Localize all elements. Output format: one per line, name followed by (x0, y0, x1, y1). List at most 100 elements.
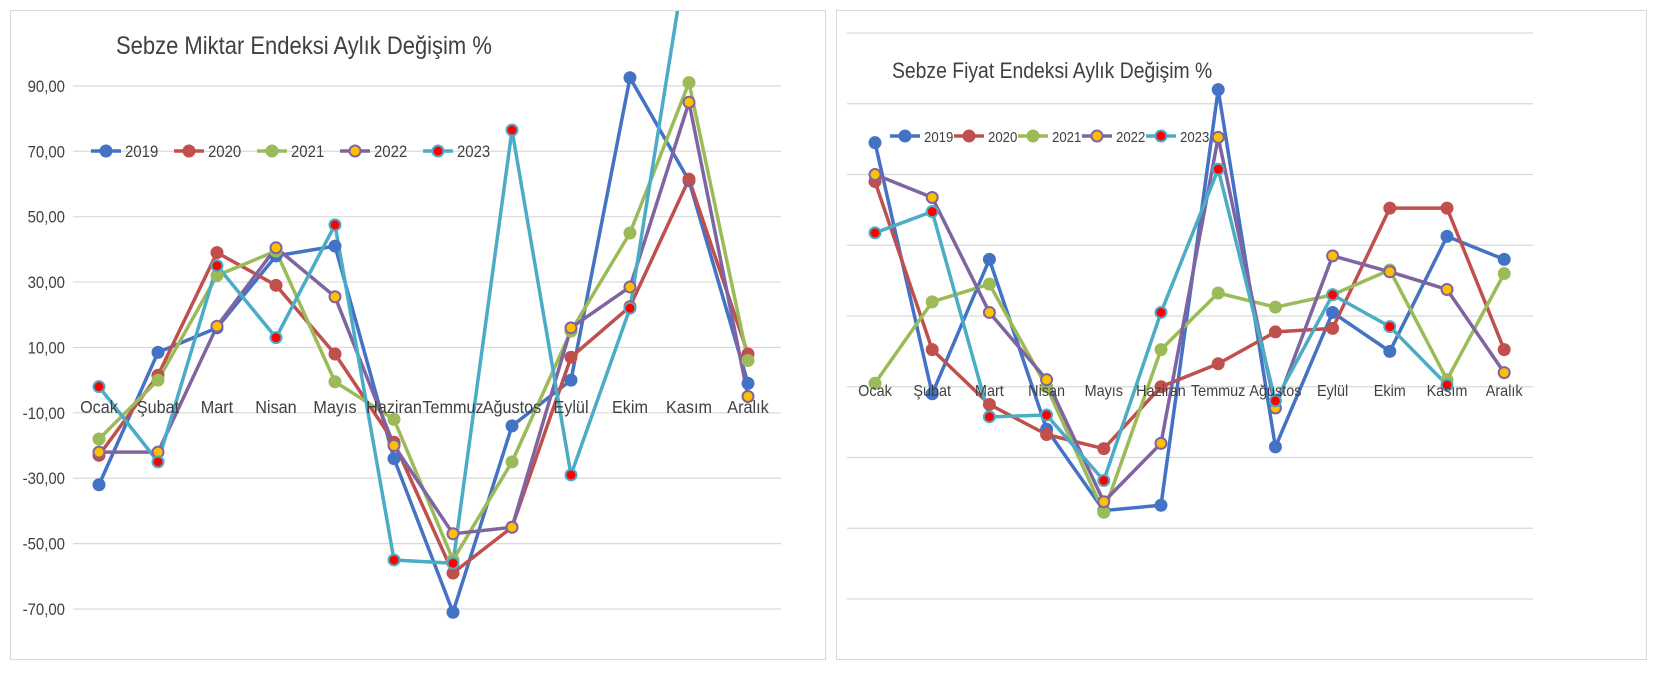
data-point-2021-Mayıs (1097, 505, 1111, 519)
data-point-2021-Temmuz (1211, 286, 1225, 300)
x-tick-label: Ekim (612, 397, 648, 417)
data-point-2021-Ocak (92, 432, 106, 446)
data-point-2019-Haziran (387, 452, 401, 466)
data-point-2022-Aralık (741, 389, 755, 403)
x-tick-label: Mart (201, 397, 234, 417)
y-tick-label: 50,00 (28, 209, 66, 227)
x-tick-label: Ekim (1374, 382, 1406, 400)
x-tick-label: Şubat (913, 382, 951, 400)
legend-item-2021: 2021 (257, 143, 324, 161)
data-point-2021-Haziran (387, 412, 401, 426)
data-point-2022-Ağustos (505, 520, 519, 534)
series-line-2020 (97, 177, 750, 575)
data-point-2023-Temmuz (446, 556, 460, 570)
data-point-2020-Aralık (1497, 343, 1511, 357)
price-chart-panel: 90,0070,0050,0030,0010,00-10,00-30,00-50… (836, 10, 1647, 660)
data-point-2020-Kasım (1440, 201, 1454, 215)
x-tick-label: Eylül (1317, 382, 1348, 400)
x-tick-label: Haziran (1136, 382, 1186, 400)
data-point-2021-Şubat (151, 373, 165, 387)
data-point-2019-Şubat (151, 345, 165, 359)
data-point-2023-Eylül (564, 468, 578, 482)
x-tick-label: Aralık (1486, 382, 1523, 400)
legend-label: 2021 (291, 143, 324, 161)
chart-title: Sebze Fiyat Endeksi Aylık Değişim % (892, 59, 1212, 83)
legend-item-2020: 2020 (954, 128, 1017, 145)
quantity-chart-panel: 90,00 70,00 50,00 30,00 10,00 -10,00 -30,00 -50… (10, 10, 826, 660)
series-line-2022 (873, 135, 1506, 504)
data-point-2022-Nisan (1040, 373, 1054, 387)
legend-item-2023: 2023 (1146, 128, 1209, 145)
data-point-2023-Ağustos (1268, 394, 1282, 408)
data-point-2022-Şubat (925, 190, 939, 204)
y-tick-label: -70,00 (23, 601, 65, 619)
data-point-2020-Eylül (564, 350, 578, 364)
data-point-2020-Mart (210, 246, 224, 260)
data-point-2019-Ağustos (1268, 440, 1282, 454)
x-tick-label: Eylül (553, 397, 588, 417)
x-tick-label: Mayıs (1085, 382, 1124, 400)
data-point-2022-Kasım (682, 95, 696, 109)
data-point-2019-Ocak (868, 136, 882, 150)
data-point-2023-Haziran (387, 553, 401, 567)
data-point-2019-Ocak (92, 478, 106, 492)
data-point-2022-Temmuz (446, 527, 460, 541)
data-point-2019-Temmuz (446, 605, 460, 619)
data-point-2021-Aralık (741, 354, 755, 368)
data-point-2020-Temmuz (1211, 357, 1225, 371)
data-point-2021-Mayıs (328, 375, 342, 389)
data-point-2019-Eylül (564, 373, 578, 387)
data-point-2021-Ocak (868, 376, 882, 390)
y-tick-label: 10,00 (28, 340, 66, 358)
data-point-2023-Mayıs (328, 218, 342, 232)
legend-label: 2019 (924, 128, 953, 145)
data-point-2022-Mayıs (328, 290, 342, 304)
series-line-2021 (873, 268, 1506, 515)
data-point-2022-Eylül (1326, 249, 1340, 263)
legend-label: 2020 (988, 128, 1017, 145)
data-point-2022-Mayıs (1097, 495, 1111, 509)
data-point-2023-Ocak (868, 226, 882, 240)
series-line-2019 (97, 75, 750, 615)
data-point-2022-Haziran (387, 439, 401, 453)
data-point-2022-Aralık (1497, 366, 1511, 380)
data-point-2023-Nisan (269, 331, 283, 345)
data-point-2019-Kasım (1440, 229, 1454, 243)
x-tick-label: Temmuz (422, 397, 483, 417)
y-tick-label: 70,00 (28, 143, 66, 161)
data-point-2022-Ekim (1383, 265, 1397, 279)
data-point-2023-Kasım (1440, 378, 1454, 392)
x-tick-label: Temmuz (1191, 382, 1245, 400)
data-point-2021-Aralık (1497, 267, 1511, 281)
legend-label: 2022 (374, 143, 407, 161)
data-point-2022-Ocak (868, 168, 882, 181)
data-point-2023-Haziran (1154, 305, 1168, 319)
data-point-2021-Mart (982, 277, 996, 291)
data-point-2019-Eylül (1326, 305, 1340, 319)
x-tick-label: Ağustos (483, 397, 541, 417)
y-tick-label: -50,00 (23, 536, 65, 554)
data-point-2019-Ekim (1383, 344, 1397, 358)
data-point-2021-Haziran (1154, 343, 1168, 357)
x-tick-label: Nisan (255, 397, 296, 417)
data-point-2019-Mayıs (328, 239, 342, 253)
data-point-2023-Temmuz (1211, 162, 1225, 176)
data-point-2022-Eylül (564, 321, 578, 335)
data-point-2020-Eylül (1326, 321, 1340, 335)
legend-label: 2020 (208, 143, 241, 161)
x-tick-label: Şubat (137, 397, 180, 417)
data-point-2019-Aralık (1497, 252, 1511, 266)
data-point-2023-Şubat (925, 205, 939, 219)
data-point-2021-Ağustos (1268, 300, 1282, 314)
data-point-2023-Ocak (92, 380, 106, 394)
data-point-2022-Nisan (269, 241, 283, 255)
series-line-2022 (97, 100, 750, 536)
y-tick-label: -10,00 (23, 405, 65, 423)
x-tick-label: Mart (975, 382, 1005, 400)
data-point-2019-Temmuz (1211, 83, 1225, 97)
data-point-2019-Ağustos (505, 419, 519, 433)
series-line-2023 (97, 11, 680, 565)
data-point-2019-Mart (982, 252, 996, 266)
data-point-2023-Mayıs (1097, 473, 1111, 487)
legend-item-2022: 2022 (340, 143, 407, 161)
